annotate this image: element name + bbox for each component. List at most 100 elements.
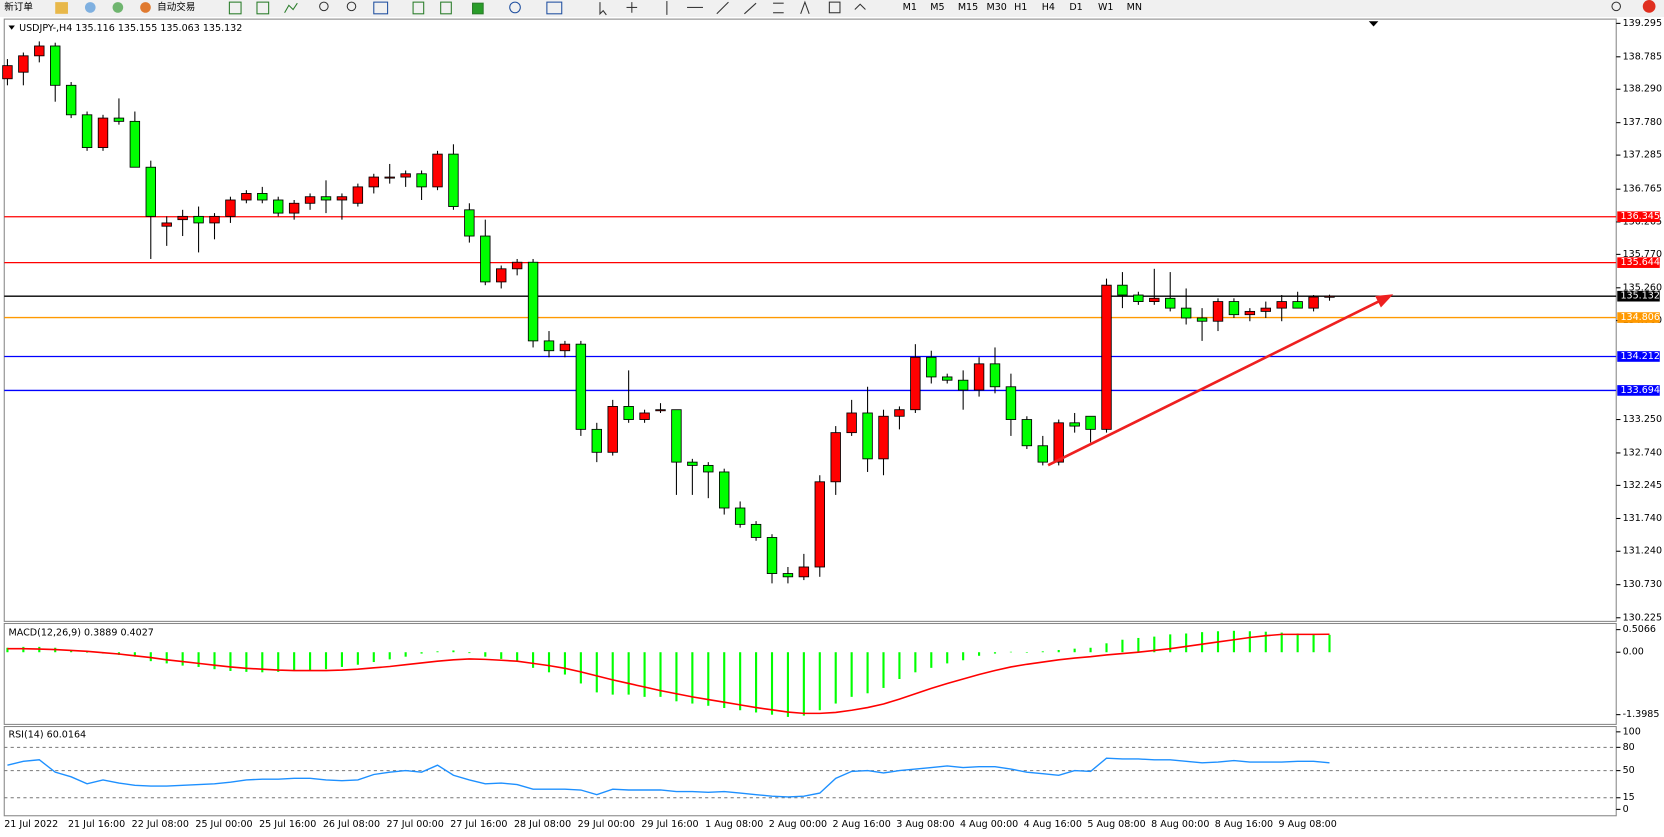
macd-bar bbox=[1041, 651, 1044, 653]
y-tick-label: 50 bbox=[1623, 765, 1635, 776]
icon[interactable] bbox=[472, 2, 484, 15]
y-tick-label: 135.260 bbox=[1623, 282, 1662, 293]
macd-bar bbox=[420, 652, 423, 654]
macd-bar bbox=[563, 652, 566, 675]
shift-marker bbox=[1368, 21, 1379, 27]
icon[interactable] bbox=[55, 2, 68, 14]
icon[interactable] bbox=[346, 1, 357, 12]
candle-body bbox=[910, 356, 921, 411]
timeframe-button[interactable]: M5 bbox=[930, 2, 944, 13]
y-tick-label: 137.780 bbox=[1623, 117, 1662, 128]
price-level-tag bbox=[1617, 290, 1660, 302]
timeframe-button[interactable]: H4 bbox=[1042, 2, 1055, 13]
trendline-tool[interactable] bbox=[716, 1, 729, 15]
candle-body bbox=[798, 566, 810, 578]
candle-body bbox=[1149, 297, 1160, 302]
x-tick-label: 25 Jul 00:00 bbox=[195, 819, 252, 830]
price-level-label: 134.212 bbox=[1620, 351, 1659, 362]
macd-bar bbox=[309, 652, 312, 671]
macd-bar bbox=[707, 652, 710, 706]
candle-body bbox=[1196, 317, 1208, 322]
candle-body bbox=[687, 461, 698, 466]
timeframe-button[interactable]: M1 bbox=[903, 2, 917, 13]
icon[interactable] bbox=[373, 1, 389, 15]
timeframe-button[interactable]: D1 bbox=[1069, 2, 1082, 13]
timeframe-button[interactable]: M30 bbox=[987, 2, 1007, 13]
y-tick-label: 138.785 bbox=[1623, 51, 1662, 62]
icon[interactable] bbox=[412, 1, 425, 15]
macd-bar bbox=[229, 652, 232, 671]
icon[interactable] bbox=[228, 1, 242, 15]
x-tick-label: 9 Aug 08:00 bbox=[1279, 819, 1337, 830]
x-tick-label: 8 Aug 00:00 bbox=[1151, 819, 1209, 830]
x-tick-label: 4 Aug 00:00 bbox=[960, 819, 1018, 830]
candle-body bbox=[81, 114, 93, 148]
rsi-line bbox=[7, 757, 1330, 798]
candle-body bbox=[145, 166, 156, 217]
macd-bar bbox=[6, 647, 9, 653]
x-tick-label: 29 Jul 16:00 bbox=[641, 819, 698, 830]
candle-body bbox=[1228, 301, 1240, 316]
y-tick-label: 15 bbox=[1623, 792, 1635, 803]
candle-body bbox=[1005, 386, 1017, 420]
auto-trading-button[interactable]: 自动交易 bbox=[157, 1, 195, 13]
icon[interactable] bbox=[256, 1, 270, 15]
candle-body bbox=[320, 196, 332, 201]
x-tick-label: 27 Jul 16:00 bbox=[450, 819, 507, 830]
macd-bar bbox=[293, 652, 296, 671]
label-tool[interactable] bbox=[828, 1, 841, 14]
new-order-button[interactable]: 新订单 bbox=[4, 1, 33, 13]
macd-signal bbox=[7, 633, 1330, 715]
macd-bar bbox=[1153, 636, 1156, 653]
plot-layer: 139.295 138.785 138.290 137.780 137.285 136.7… bbox=[2, 18, 1662, 830]
price-level-label: 135.644 bbox=[1620, 257, 1659, 268]
arrow-tool[interactable] bbox=[854, 3, 866, 10]
y-tick-label: 130.225 bbox=[1623, 612, 1662, 623]
timeframe-button[interactable]: H1 bbox=[1014, 2, 1027, 13]
candle-body bbox=[496, 268, 507, 283]
candle-body bbox=[448, 153, 459, 207]
price-level-tag bbox=[1617, 312, 1660, 323]
icon[interactable] bbox=[509, 1, 521, 14]
candle-body bbox=[973, 363, 985, 391]
timeframe-button[interactable]: M15 bbox=[958, 2, 978, 13]
icon[interactable] bbox=[140, 2, 151, 13]
y-tick-label: 131.740 bbox=[1623, 513, 1662, 524]
price-level-tag bbox=[1617, 257, 1660, 268]
icon[interactable] bbox=[284, 2, 298, 14]
text-tool[interactable] bbox=[800, 0, 810, 14]
candle-body bbox=[65, 84, 77, 116]
candle-body bbox=[878, 415, 889, 460]
macd-bar bbox=[914, 652, 917, 673]
macd-bar bbox=[1137, 637, 1140, 653]
macd-bar bbox=[324, 652, 328, 670]
icon[interactable] bbox=[112, 2, 124, 13]
candle-body bbox=[352, 186, 364, 204]
macd-bar bbox=[675, 652, 678, 702]
x-tick-label: 29 Jul 00:00 bbox=[578, 819, 635, 830]
candle-body bbox=[368, 176, 379, 188]
macd-title: MACD(12,26,9) 0.3889 0.4027 bbox=[8, 628, 153, 639]
cursor-tool[interactable] bbox=[599, 2, 607, 16]
macd-bar bbox=[452, 650, 455, 653]
collapse-icon[interactable] bbox=[8, 25, 15, 30]
x-tick-label: 1 Aug 08:00 bbox=[705, 819, 763, 830]
search-icon[interactable] bbox=[1611, 1, 1621, 12]
icon[interactable] bbox=[440, 1, 452, 15]
timeframe-button[interactable]: MN bbox=[1127, 2, 1142, 13]
icon[interactable] bbox=[319, 1, 329, 12]
x-tick-label: 8 Aug 16:00 bbox=[1215, 819, 1273, 830]
channel-tool[interactable] bbox=[744, 2, 757, 15]
icon[interactable] bbox=[84, 2, 96, 13]
timeframe-button[interactable]: W1 bbox=[1098, 2, 1114, 13]
candle-body bbox=[304, 196, 316, 204]
macd-bar bbox=[165, 652, 168, 664]
candle-body bbox=[288, 202, 300, 214]
candle-body bbox=[750, 523, 762, 538]
y-tick-label: 138.290 bbox=[1623, 84, 1662, 95]
candle-body bbox=[209, 215, 220, 224]
macd-bar bbox=[786, 652, 789, 717]
notification-icon[interactable] bbox=[1642, 0, 1656, 13]
icon[interactable] bbox=[546, 1, 563, 15]
macd-bar bbox=[802, 652, 805, 716]
